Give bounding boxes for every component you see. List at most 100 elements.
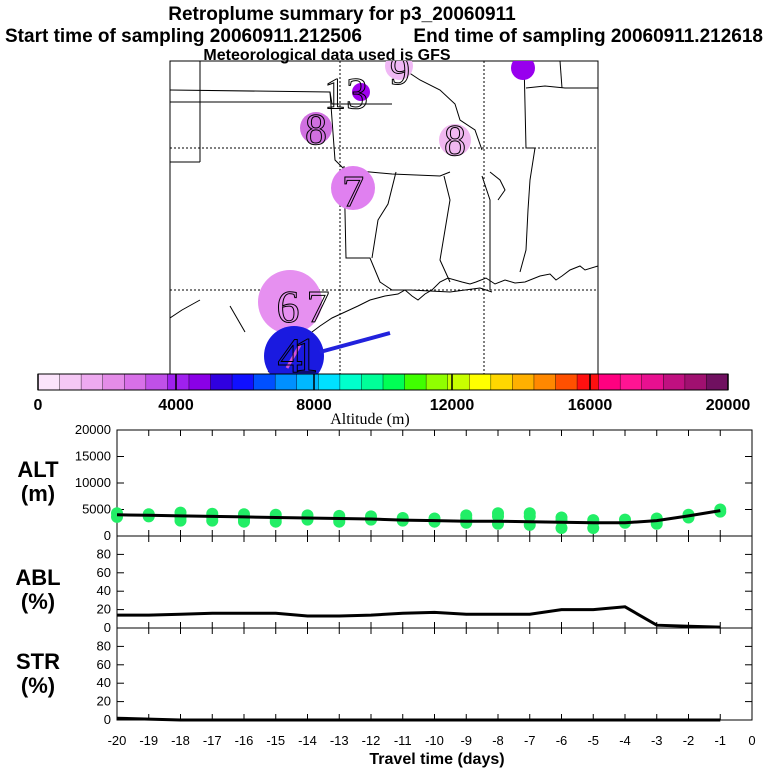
- colorbar-swatch: [620, 374, 643, 390]
- y-axis-label: ALT: [17, 457, 59, 482]
- plume-marker: [300, 112, 332, 144]
- colorbar-swatch: [512, 374, 535, 390]
- panel-abl: ABL(%) 0 20 40 60 80: [15, 535, 753, 635]
- start-time-label: Start time of sampling 20060911.212506: [5, 26, 362, 47]
- plume-marker: [385, 61, 413, 80]
- colorbar-tick-label: 8000: [296, 397, 332, 414]
- colorbar-swatch: [706, 374, 729, 390]
- colorbar: [37, 373, 729, 391]
- x-tick-label: -2: [683, 733, 695, 748]
- colorbar-swatch: [383, 374, 405, 390]
- y-axis-label: ABL: [15, 565, 60, 590]
- colorbar-swatch: [361, 374, 384, 390]
- y-tick-label: 0: [104, 620, 111, 635]
- map-number-label: 13: [324, 69, 368, 118]
- y-tick-label: 20000: [75, 422, 111, 437]
- y-tick-label: 60: [97, 657, 111, 672]
- colorbar-swatch: [490, 374, 513, 390]
- map-number-label: 4: [278, 327, 303, 383]
- scatter-point: [492, 517, 504, 530]
- scatter-point: [301, 513, 314, 526]
- series-line: [116, 509, 721, 525]
- colorbar-tick-label: 12000: [430, 397, 475, 414]
- y-tick-label: 40: [97, 675, 111, 690]
- colorbar-tick-label: 20000: [706, 397, 751, 414]
- x-tick-label: -20: [108, 733, 127, 748]
- colorbar-tick-label: 0: [34, 397, 43, 414]
- series-line: [116, 716, 721, 722]
- colorbar-swatch: [275, 374, 298, 390]
- colorbar-swatch: [145, 374, 168, 390]
- colorbar-swatch: [318, 374, 341, 390]
- met-data-label: Meteorological data used is GFS: [203, 47, 450, 64]
- colorbar-swatch: [296, 374, 319, 390]
- map-number-label: 8: [444, 116, 466, 165]
- x-tick-label: -13: [330, 733, 349, 748]
- x-tick-label: -15: [266, 733, 285, 748]
- plume-marker: [258, 270, 322, 334]
- x-tick-label: -5: [587, 733, 599, 748]
- map-frame: [169, 60, 599, 375]
- map-number-label: 7: [342, 167, 364, 216]
- x-tick-label: -6: [556, 733, 568, 748]
- y-tick-label: 60: [97, 565, 111, 580]
- colorbar-swatch: [81, 374, 104, 390]
- y-tick-label: 20: [97, 602, 111, 617]
- colorbar-swatch: [38, 374, 60, 390]
- colorbar-label: Altitude (m): [330, 411, 410, 428]
- map-number-label: 1: [294, 327, 319, 383]
- y-tick-label: 5000: [82, 502, 111, 517]
- y-tick-label: 40: [97, 583, 111, 598]
- x-tick-label: -4: [619, 733, 631, 748]
- x-axis-label: Travel time (days): [369, 751, 504, 768]
- colorbar-swatch: [684, 374, 707, 390]
- x-tick-label: -14: [298, 733, 317, 748]
- colorbar-tick-label: 4000: [158, 397, 194, 414]
- plume-trajectory: [319, 331, 391, 354]
- y-tick-label: 0: [104, 528, 111, 543]
- colorbar-swatch: [577, 374, 600, 390]
- scatter-point: [238, 515, 250, 528]
- map-number-label: 7: [307, 281, 330, 332]
- x-tick-label: -10: [425, 733, 444, 748]
- y-tick-label: 80: [97, 638, 111, 653]
- map-river: [489, 171, 506, 201]
- y-tick-label: 10000: [75, 475, 111, 490]
- map-number-label: 6: [277, 281, 300, 332]
- y-axis-label: STR: [16, 649, 60, 674]
- x-tick-label: -8: [492, 733, 504, 748]
- y-tick-label: 20: [97, 694, 111, 709]
- plume-marker: [352, 83, 370, 101]
- plume-markers: [258, 61, 535, 374]
- colorbar-swatch: [404, 374, 427, 390]
- plume-marker: [264, 326, 324, 374]
- colorbar-ticks: 0 4000 8000 12000 16000 20000: [34, 374, 751, 414]
- panel-alt: ALT(m) 0 5000 10000 15000 20000: [17, 422, 753, 543]
- colorbar-swatch: [188, 374, 211, 390]
- x-tick-label: -7: [524, 733, 536, 748]
- plume-marker: [439, 124, 471, 156]
- scatter-point: [111, 510, 123, 523]
- scatter-point: [555, 522, 568, 535]
- scatter-point: [523, 510, 536, 523]
- y-tick-label: 0: [104, 712, 111, 727]
- x-tick-label: -1: [714, 733, 726, 748]
- y-axis-unit: (%): [21, 673, 55, 698]
- colorbar-tick-label: 16000: [568, 397, 613, 414]
- map-number-label: 8: [305, 105, 327, 154]
- panel-frame: [116, 627, 753, 721]
- colorbar-swatch: [641, 374, 664, 390]
- colorbar-swatch: [426, 374, 449, 390]
- x-tick-label: -18: [171, 733, 190, 748]
- colorbar-swatch: [124, 374, 147, 390]
- scatter-point: [460, 516, 473, 529]
- time-series-panels: ALT(m)05000100001500020000ABL(%)02040608…: [15, 422, 755, 748]
- colorbar-swatch: [447, 374, 470, 390]
- plume-marker: [331, 166, 375, 210]
- y-axis-unit: (m): [21, 481, 55, 506]
- plume-trajectory: [285, 344, 302, 369]
- scatter-point: [587, 522, 600, 535]
- panel-str: STR(%) 0 20 40 60 80: [16, 627, 753, 727]
- colorbar-swatch: [102, 374, 125, 390]
